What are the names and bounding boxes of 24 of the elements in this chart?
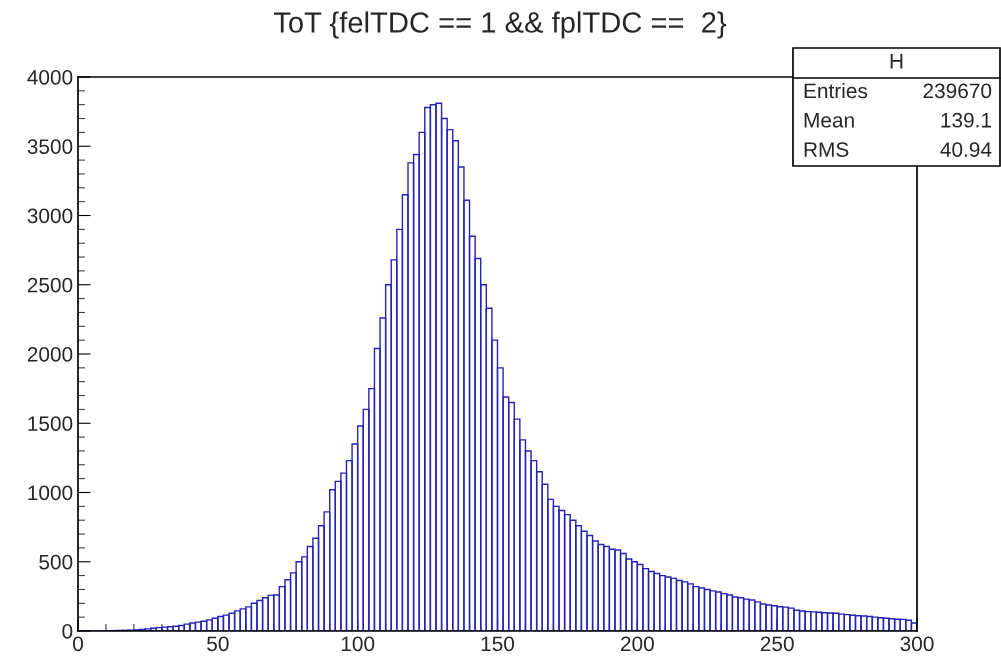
text: 40.94 <box>940 142 992 157</box>
x-tick-label: 100 <box>341 636 375 652</box>
x-tick-label: 0 <box>73 636 83 652</box>
text: 239670 <box>923 83 992 99</box>
y-tick-label: 4000 <box>27 70 73 85</box>
annotation: Entries <box>804 82 868 99</box>
text: 139.1 <box>941 112 991 128</box>
y-tick-label: 0 <box>62 624 73 639</box>
x-tick-label: 200 <box>621 636 654 652</box>
annotation: Mean <box>804 113 854 128</box>
x-tick-label: 150 <box>481 636 515 652</box>
y-tick-label: 1000 <box>28 485 73 501</box>
text: H <box>890 54 903 69</box>
y-tick-label: 3000 <box>27 208 73 224</box>
y-tick-label: 3500 <box>27 139 73 154</box>
x-tick-label: 250 <box>760 636 794 652</box>
x-tick-label: 50 <box>207 636 229 652</box>
annotation: RMS <box>804 142 849 157</box>
y-tick-label: 1500 <box>28 416 73 431</box>
y-tick-label: 500 <box>39 554 73 570</box>
y-tick-label: 2500 <box>27 277 73 293</box>
x-tick-label: 300 <box>900 636 934 652</box>
chart-title: ToT {felTDC == 1 && fplTDC == 2} <box>273 11 727 39</box>
y-tick-label: 2000 <box>27 347 73 362</box>
